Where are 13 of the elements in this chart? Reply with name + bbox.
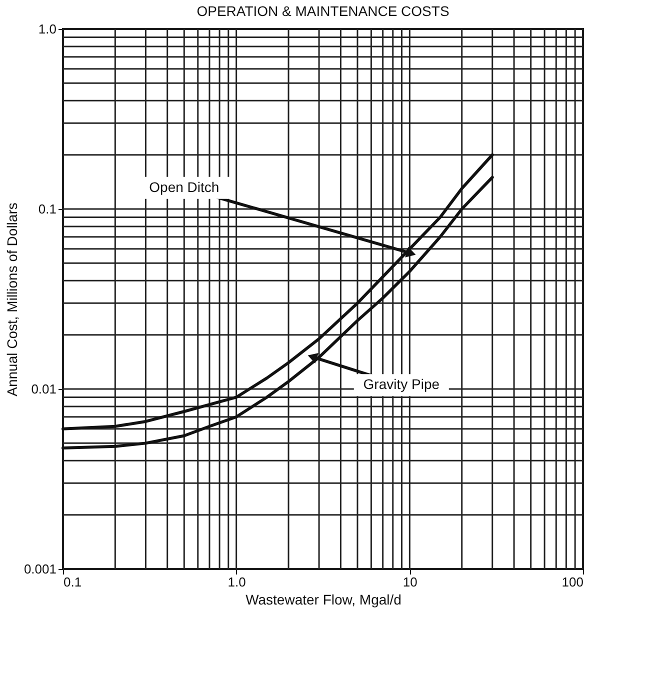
x-tick-label: 10	[402, 574, 418, 590]
x-tick-label: 100	[562, 574, 584, 590]
x-axis-title: Wastewater Flow, Mgal/d	[246, 592, 402, 608]
annotation: Gravity Pipe	[363, 376, 440, 392]
annotation: Open Ditch	[149, 178, 220, 195]
y-tick-label: 1.0	[38, 22, 56, 36]
y-axis-title: Annual Cost, Millions of Dollars	[4, 202, 20, 396]
y-tick-label: 0.01	[31, 382, 56, 396]
y-tick-label: 0.001	[24, 562, 56, 576]
y-tick-label: 0.1	[38, 202, 56, 216]
x-tick-label: 0.1	[64, 574, 82, 590]
chart-title: OPERATION & MAINTENANCE COSTS	[196, 3, 450, 19]
x-tick-label: 1.0	[228, 574, 246, 590]
